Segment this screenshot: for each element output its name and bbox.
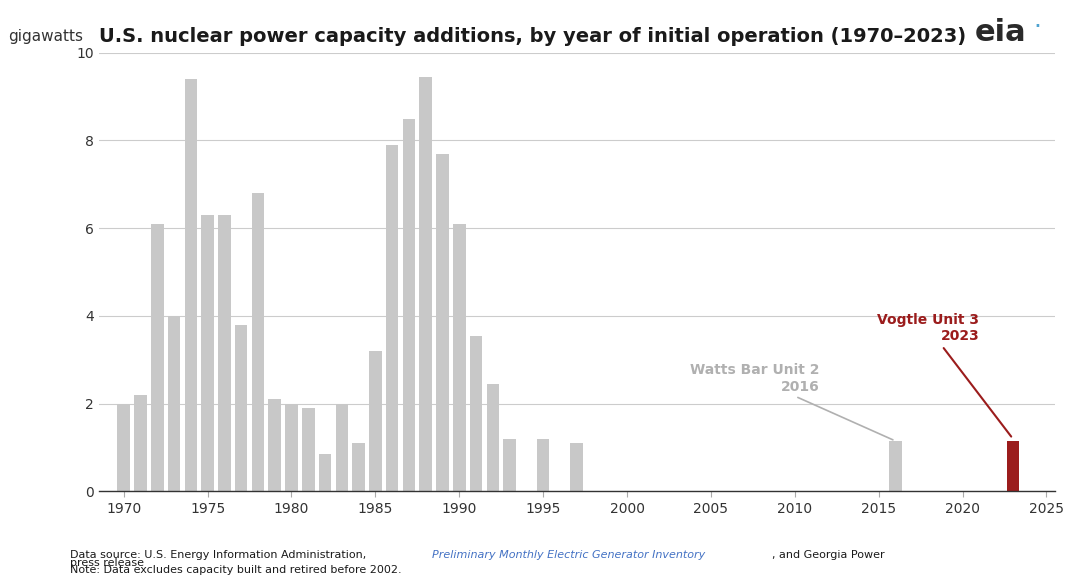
Bar — [118, 404, 130, 492]
Bar — [336, 404, 348, 492]
Bar — [269, 399, 281, 492]
Bar — [503, 439, 516, 492]
Text: eia: eia — [974, 18, 1026, 47]
Bar — [285, 404, 298, 492]
Text: Watts Bar Unit 2
2016: Watts Bar Unit 2 2016 — [690, 364, 893, 440]
Bar — [302, 408, 314, 492]
Text: ·: · — [1034, 16, 1042, 39]
Text: Preliminary Monthly Electric Generator Inventory: Preliminary Monthly Electric Generator I… — [432, 550, 705, 560]
Text: U.S. nuclear power capacity additions, by year of initial operation (1970–2023): U.S. nuclear power capacity additions, b… — [98, 27, 966, 46]
Bar — [470, 336, 483, 492]
Bar — [234, 325, 247, 492]
Bar — [218, 215, 231, 492]
Bar — [537, 439, 550, 492]
Bar — [185, 79, 198, 492]
Bar — [570, 443, 583, 492]
Bar — [252, 193, 265, 492]
Bar — [436, 153, 449, 492]
Bar — [419, 77, 432, 492]
Text: press release: press release — [70, 559, 145, 568]
Text: Note: Data excludes capacity built and retired before 2002.: Note: Data excludes capacity built and r… — [70, 565, 402, 575]
Bar — [319, 454, 332, 492]
Bar — [201, 215, 214, 492]
Y-axis label: gigawatts: gigawatts — [9, 29, 83, 44]
Bar — [134, 395, 147, 492]
Bar — [369, 351, 381, 492]
Bar — [386, 145, 399, 492]
Bar — [453, 224, 465, 492]
Text: , and Georgia Power: , and Georgia Power — [772, 550, 885, 560]
Bar — [352, 443, 365, 492]
Bar — [1007, 441, 1020, 492]
Bar — [167, 316, 180, 492]
Bar — [403, 118, 415, 492]
Text: Vogtle Unit 3
2023: Vogtle Unit 3 2023 — [877, 313, 1011, 437]
Bar — [151, 224, 163, 492]
Text: Data source: U.S. Energy Information Administration,: Data source: U.S. Energy Information Adm… — [70, 550, 370, 560]
Bar — [889, 441, 902, 492]
Bar — [486, 384, 499, 492]
